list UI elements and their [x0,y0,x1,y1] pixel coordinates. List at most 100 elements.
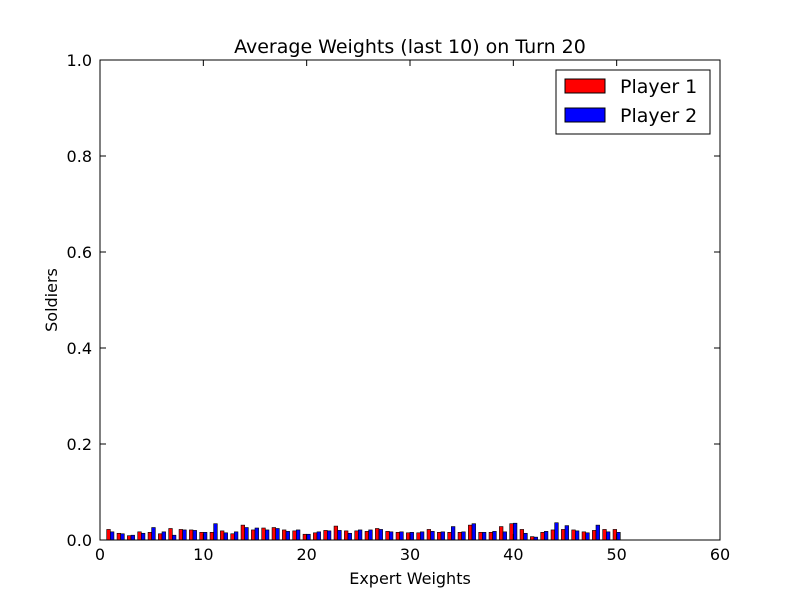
bars-group [106,522,621,541]
bar-series-1-x-45 [561,529,566,541]
bar-series-2-x-24 [347,532,352,541]
bar-series-2-x-25 [358,529,363,541]
bar-series-1-x-26 [364,531,369,541]
bar-series-2-x-28 [389,531,394,541]
bar-series-1-x-36 [468,524,473,541]
legend-swatch-player-2 [564,107,606,123]
bar-series-1-x-7 [168,528,173,541]
bar-series-2-x-2 [120,533,125,541]
legend: Player 1 Player 2 [555,69,711,135]
x-tick-label: 40 [503,545,523,564]
bar-series-2-x-34 [451,526,456,541]
bar-series-2-x-10 [203,532,208,541]
y-tick-label: 0.0 [67,531,92,550]
bar-series-1-x-25 [354,530,359,541]
bar-series-1-x-4 [137,531,142,541]
bar-series-2-x-32 [430,531,435,541]
bar-series-2-x-30 [409,532,414,541]
bar-series-1-x-12 [220,530,225,541]
bar-series-2-x-19 [296,529,301,541]
bar-series-2-x-11 [213,523,218,541]
x-tick-label: 60 [710,545,730,564]
bar-series-2-x-50 [616,532,621,541]
bar-series-2-x-39 [502,531,507,541]
bar-series-2-x-7 [172,534,177,541]
y-tick-label: 0.2 [67,435,92,454]
bar-series-1-x-37 [478,532,483,541]
bar-series-2-x-22 [327,530,332,541]
bar-series-1-x-50 [612,529,617,541]
bar-series-1-x-29 [395,532,400,541]
y-tick-label: 0.6 [67,243,92,262]
bar-series-2-x-35 [461,531,466,541]
bar-series-1-x-24 [344,530,349,541]
bar-series-2-x-16 [265,529,270,541]
bar-series-2-x-15 [254,527,259,541]
y-tick-label: 1.0 [67,51,92,70]
bar-series-1-x-32 [426,529,431,541]
bar-series-1-x-14 [240,524,245,541]
bar-series-2-x-26 [368,529,373,541]
plot-frame [99,59,721,541]
axis-ticks: 0 10 20 30 40 50 60 0.0 0.2 0.4 0.6 0.8 1.0 [67,51,731,564]
bar-series-2-x-37 [482,532,487,541]
bar-series-2-x-23 [337,530,342,541]
bar-series-2-x-1 [110,531,115,541]
bar-series-1-x-44 [550,529,555,541]
bar-series-2-x-47 [585,532,590,541]
bar-series-2-x-44 [554,522,559,541]
bar-series-1-x-47 [581,531,586,541]
bar-series-1-x-18 [282,529,287,541]
bar-series-1-x-48 [592,530,597,541]
bar-series-1-x-30 [406,532,411,541]
bar-series-1-x-15 [251,529,256,541]
bar-series-1-x-2 [116,532,121,541]
bar-series-1-x-40 [509,523,514,541]
bar-series-2-x-31 [420,531,425,541]
bar-series-1-x-39 [499,526,504,541]
bar-series-1-x-8 [178,529,183,541]
x-tick-label: 10 [193,545,213,564]
legend-label-player-2: Player 2 [620,105,697,127]
bar-series-1-x-41 [519,529,524,541]
bar-series-1-x-23 [333,525,338,541]
x-tick-label: 50 [606,545,626,564]
bar-series-2-x-40 [513,522,518,541]
bar-series-2-x-29 [399,531,404,541]
bar-series-2-x-43 [544,531,549,541]
bar-series-2-x-9 [192,530,197,541]
x-axis-label: Expert Weights [349,569,471,588]
bar-series-2-x-21 [316,531,321,541]
bar-series-1-x-28 [385,531,390,541]
bar-series-1-x-20 [302,533,307,541]
bar-series-2-x-45 [564,525,569,541]
bar-series-2-x-41 [523,532,528,541]
bar-series-2-x-38 [492,531,497,541]
bar-series-2-x-12 [223,532,228,541]
bar-series-2-x-49 [606,531,611,541]
bar-series-2-x-4 [141,532,146,541]
bar-series-2-x-36 [471,523,476,541]
bar-series-2-x-8 [182,529,187,541]
bar-series-1-x-10 [199,532,204,541]
bar-series-1-x-27 [375,528,380,541]
bar-series-1-x-3 [127,535,132,541]
x-tick-label: 0 [95,545,105,564]
y-axis-label: Soldiers [42,268,61,332]
bar-series-1-x-17 [271,527,276,541]
bar-series-1-x-16 [261,527,266,541]
bar-series-1-x-5 [147,532,152,541]
bar-series-2-x-17 [275,528,280,541]
bar-series-1-x-46 [571,529,576,541]
bar-series-2-x-3 [130,534,135,541]
bar-series-2-x-14 [244,527,249,541]
x-tick-label: 30 [400,545,420,564]
bar-series-1-x-43 [540,532,545,541]
legend-swatch-player-1 [564,78,606,94]
bar-series-1-x-33 [437,532,442,541]
x-tick-label: 20 [296,545,316,564]
bar-series-2-x-5 [151,527,156,541]
bar-series-1-x-9 [189,529,194,541]
bar-series-1-x-21 [313,532,318,541]
